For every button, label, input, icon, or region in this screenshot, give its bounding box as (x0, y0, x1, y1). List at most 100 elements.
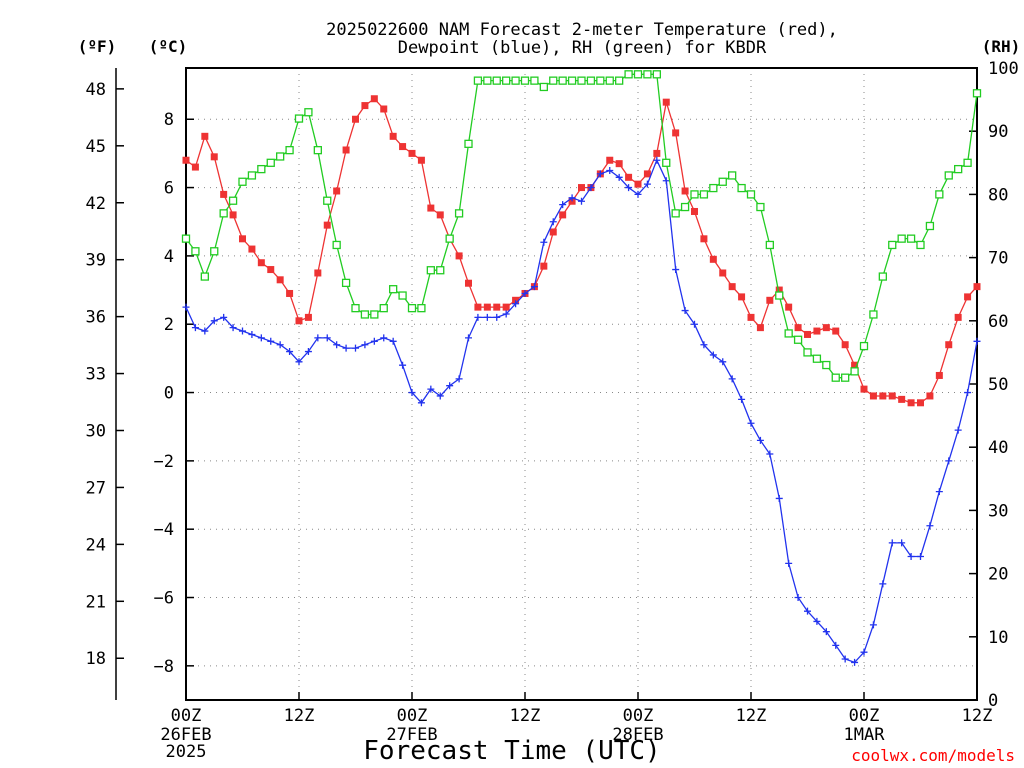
dewpoint-point (521, 289, 529, 297)
rh-point (643, 70, 652, 79)
fahrenheit-tick-label: 33 (86, 365, 106, 385)
temperature-point (813, 327, 821, 335)
rh-point (944, 171, 953, 180)
rh-point (605, 76, 614, 85)
dewpoint-point (662, 177, 670, 185)
rh-point (238, 177, 247, 186)
rh-tick-label: 40 (988, 438, 1008, 458)
temperature-point (493, 303, 501, 311)
rh-point (577, 76, 586, 85)
dewpoint-point (578, 197, 585, 205)
rh-point (972, 89, 982, 98)
temperature-point (747, 313, 755, 321)
celsius-tick-label: −4 (154, 520, 174, 540)
dewpoint-point (408, 389, 416, 397)
time-tick-label: 00Z (397, 706, 428, 726)
temperature-point (257, 259, 265, 267)
temperature-point (973, 283, 981, 291)
temperature-point (427, 204, 435, 212)
temperature-point (625, 173, 633, 181)
rh-point (247, 171, 257, 180)
fahrenheit-tick-label: 27 (86, 478, 106, 498)
rh-point (539, 82, 548, 92)
dewpoint-point (804, 607, 811, 615)
temperature-point (465, 279, 472, 287)
temperature-point (785, 303, 793, 311)
rh-point (916, 240, 925, 250)
rh-point (181, 234, 191, 243)
dewpoint-point (935, 488, 943, 496)
time-tick-date: 27FEB (386, 725, 437, 745)
temperature-point (220, 190, 228, 198)
dewpoint-point (756, 436, 764, 444)
dewpoint-point (483, 313, 491, 321)
time-tick-date: 1MAR (844, 725, 886, 745)
time-tick-year: 2025 (166, 742, 207, 762)
dewpoint-point (813, 617, 821, 625)
rh-point (360, 310, 370, 319)
dewpoint-point (851, 658, 859, 666)
rh-point (200, 272, 209, 281)
chart-title-line2: Dewpoint (blue), RH (green) for KBDR (398, 38, 767, 58)
rh-point (906, 234, 916, 243)
rh-point (483, 76, 492, 85)
dewpoint-point (606, 166, 614, 174)
dewpoint-point (898, 539, 906, 547)
temperature-point (766, 296, 774, 304)
dewpoint-point (267, 337, 275, 345)
rh-point (784, 329, 793, 338)
temperature-point (615, 160, 623, 168)
rh-point (718, 177, 727, 186)
rh-point (520, 76, 530, 85)
fahrenheit-tick-label: 30 (86, 421, 106, 441)
celsius-tick-label: −2 (154, 452, 174, 472)
time-tick-label: 12Z (510, 706, 541, 726)
dewpoint-point (295, 358, 303, 366)
temperature-point (851, 361, 859, 369)
celsius-tick-label: 8 (164, 110, 174, 130)
dewpoint-point (700, 341, 708, 349)
temperature-point (917, 399, 924, 407)
dewpoint-point (512, 300, 520, 308)
dewpoint-point (417, 399, 425, 407)
rh-point (680, 202, 690, 212)
time-tick-label: 00Z (171, 706, 202, 726)
temperature-point (926, 392, 934, 400)
rh-point (812, 354, 822, 363)
temperature-point (352, 115, 359, 123)
temperature-point (559, 211, 567, 219)
dewpoint-point (596, 170, 604, 178)
dewpoint-point (333, 341, 341, 349)
rh-point (822, 360, 831, 370)
temperature-point (455, 252, 463, 260)
temperature-point (549, 228, 557, 236)
rh-point (502, 76, 511, 85)
rh-point (954, 164, 963, 174)
temperature-point (794, 324, 802, 332)
dewpoint-point (917, 553, 924, 561)
rh-tick-label: 30 (988, 501, 1008, 521)
rh-point (850, 367, 859, 376)
rh-point (567, 76, 577, 85)
temperature-point (540, 262, 548, 270)
dewpoint-point (248, 330, 256, 338)
dewpoint-point (672, 266, 680, 274)
temperature-point (945, 341, 953, 349)
temperature-point (832, 327, 840, 335)
rh-point (765, 240, 774, 250)
rh-point (454, 209, 464, 218)
dewpoint-point (615, 173, 623, 181)
rh-point (615, 76, 624, 85)
temperature-point (248, 245, 256, 253)
rh-point (407, 304, 417, 313)
rh-point (351, 304, 360, 313)
temperature-point (408, 149, 416, 157)
celsius-tick-label: −8 (154, 657, 174, 677)
rh-point (690, 190, 699, 199)
rh-point (558, 76, 567, 85)
temperature-point (267, 266, 275, 274)
temperature-point (935, 371, 943, 379)
time-tick-date: 26FEB (160, 725, 211, 745)
rh-point (859, 341, 869, 351)
celsius-tick-labels: −8 −6 −4 −2 0 2 4 6 8 (154, 110, 194, 677)
